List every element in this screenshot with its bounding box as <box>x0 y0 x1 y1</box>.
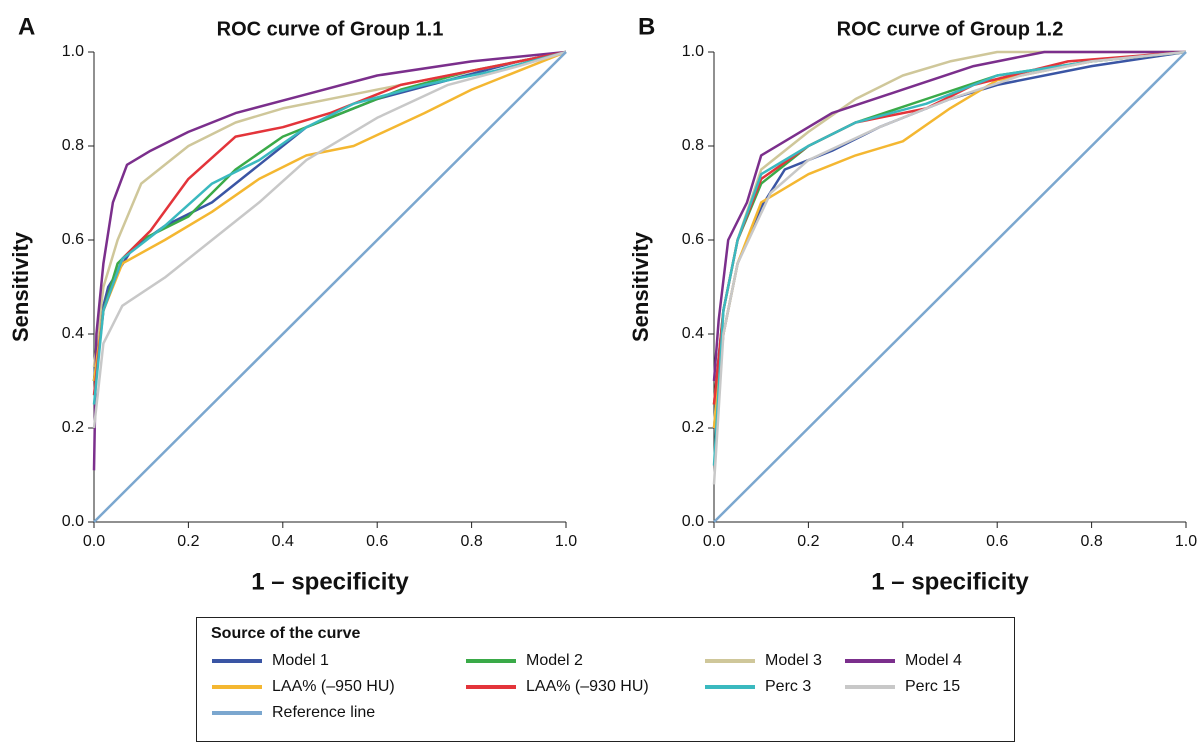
roc-curve: LAA% (–930 HU) <box>92 50 567 396</box>
roc-curve: LAA% (–930 HU) <box>712 50 1187 405</box>
chart-title: ROC curve of Group 1.2 <box>837 18 1064 40</box>
panel-label: B <box>638 13 655 40</box>
legend-label: Model 2 <box>526 652 583 669</box>
y-tick-label: 0.0 <box>62 513 84 530</box>
roc-curve: Model 2 <box>712 50 1187 405</box>
x-tick-label: 1.0 <box>555 533 577 550</box>
x-tick-label: 0.4 <box>892 533 914 550</box>
x-tick-label: 0.0 <box>703 533 725 550</box>
y-tick-label: 0.2 <box>62 419 84 436</box>
x-axis-label: 1 – specificity <box>251 568 409 595</box>
roc-curve: Model 4 <box>92 50 567 471</box>
legend-label: Model 4 <box>905 652 962 669</box>
legend-label: Model 1 <box>272 652 329 669</box>
y-tick-label: 1.0 <box>682 43 704 60</box>
x-tick-label: 0.8 <box>1080 533 1102 550</box>
x-tick-label: 0.8 <box>460 533 482 550</box>
legend-label: Model 3 <box>765 652 822 669</box>
roc-curve: LAA% (–950 HU) <box>712 50 1187 429</box>
roc-curve: Model 4 <box>712 50 1186 382</box>
y-axis-label: Sensitivity <box>628 231 653 342</box>
legend-label: Reference line <box>272 704 375 721</box>
roc-curve: Reference line <box>713 51 1187 523</box>
panel-label: A <box>18 13 35 40</box>
y-tick-label: 0.6 <box>62 231 84 248</box>
y-tick-label: 0.6 <box>682 231 704 248</box>
legend-label: LAA% (–930 HU) <box>526 678 649 695</box>
y-tick-label: 0.4 <box>682 325 704 342</box>
x-tick-label: 0.6 <box>366 533 388 550</box>
legend-label: Perc 15 <box>905 678 960 695</box>
roc-curve: Perc 15 <box>712 50 1187 485</box>
x-axis-label: 1 – specificity <box>871 568 1029 595</box>
y-tick-label: 1.0 <box>62 43 84 60</box>
x-tick-label: 1.0 <box>1175 533 1197 550</box>
x-tick-label: 0.4 <box>272 533 294 550</box>
roc-curve: Perc 15 <box>92 50 567 429</box>
y-tick-label: 0.8 <box>62 137 84 154</box>
legend-label: Perc 3 <box>765 678 811 695</box>
roc-curve: Model 1 <box>92 50 567 382</box>
chart-title: ROC curve of Group 1.1 <box>217 18 444 40</box>
x-tick-label: 0.2 <box>797 533 819 550</box>
roc-curve: Model 2 <box>92 50 567 382</box>
x-tick-label: 0.6 <box>986 533 1008 550</box>
legend-title: Source of the curve <box>211 625 360 642</box>
y-tick-label: 0.8 <box>682 137 704 154</box>
x-tick-label: 0.2 <box>177 533 199 550</box>
y-tick-label: 0.0 <box>682 513 704 530</box>
roc-curve: Perc 3 <box>92 50 567 405</box>
roc-curve: Reference line <box>93 51 567 523</box>
y-tick-label: 0.2 <box>682 419 704 436</box>
roc-curve: Perc 3 <box>712 50 1187 466</box>
legend-label: LAA% (–950 HU) <box>272 678 395 695</box>
roc-curve: LAA% (–950 HU) <box>92 50 567 382</box>
legend-box <box>196 617 1015 742</box>
y-tick-label: 0.4 <box>62 325 84 342</box>
x-tick-label: 0.0 <box>83 533 105 550</box>
y-axis-label: Sensitivity <box>8 231 33 342</box>
